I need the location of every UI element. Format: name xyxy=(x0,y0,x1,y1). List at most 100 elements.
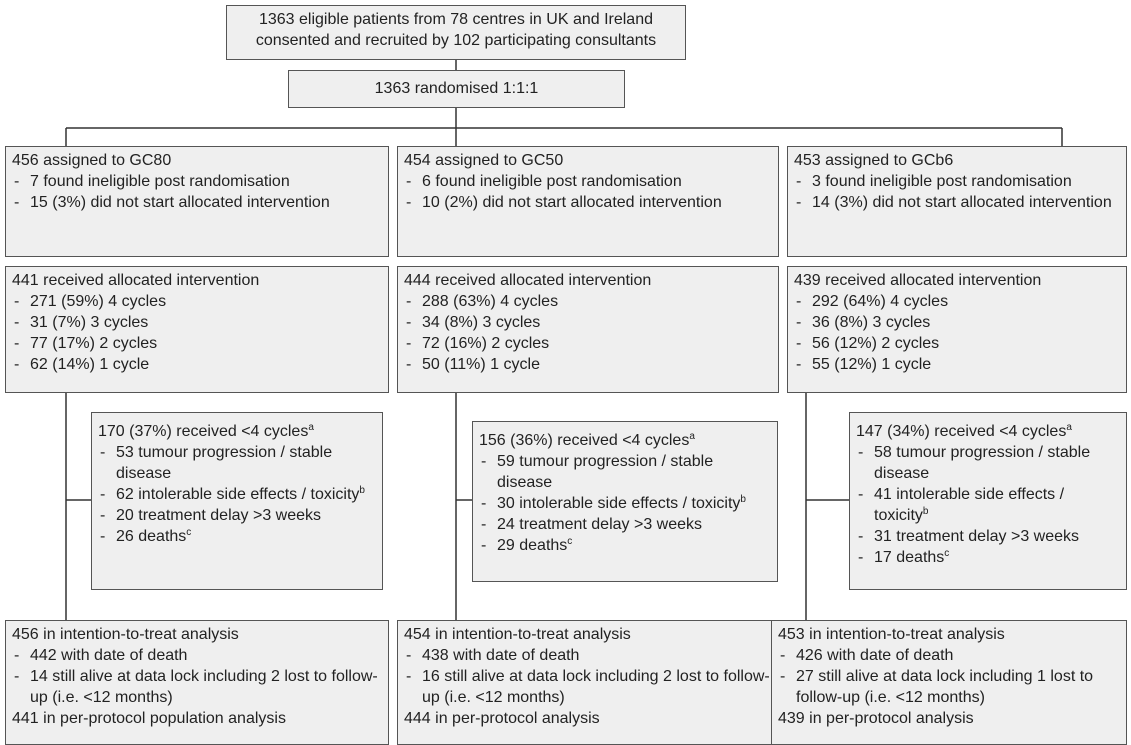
item-list: 6 found ineligible post randomisation10 … xyxy=(404,171,772,213)
item-text: 30 intolerable side effects / toxicity xyxy=(497,495,741,512)
item-list: 7 found ineligible post randomisation15 … xyxy=(12,171,382,213)
box-line: 1363 eligible patients from 78 centres i… xyxy=(258,11,653,28)
footnote-mark: b xyxy=(740,494,746,505)
item-list: 426 with date of death27 still alive at … xyxy=(778,645,1120,708)
reasons-box: 170 (37%) received <4 cyclesa53 tumour p… xyxy=(91,412,383,590)
title-text: 170 (37%) received <4 cycles xyxy=(98,423,309,440)
list-item: 20 treatment delay >3 weeks xyxy=(98,505,376,526)
footnote-mark: a xyxy=(308,422,314,433)
received-box: 439 received allocated intervention 292 (… xyxy=(787,266,1127,393)
list-item: 26 deathsc xyxy=(98,526,376,547)
box-title: 156 (36%) received <4 cyclesa xyxy=(479,430,771,451)
list-item: 292 (64%) 4 cycles xyxy=(794,291,1120,312)
item-list: 58 tumour progression / stable disease41… xyxy=(856,442,1120,568)
list-item: 53 tumour progression / stable disease xyxy=(98,442,376,484)
item-list: 53 tumour progression / stable disease62… xyxy=(98,442,376,547)
list-item: 34 (8%) 3 cycles xyxy=(404,312,772,333)
reasons-box: 147 (34%) received <4 cyclesa58 tumour p… xyxy=(849,412,1127,590)
box-footer: 444 in per-protocol analysis xyxy=(404,710,600,727)
item-list: 288 (63%) 4 cycles34 (8%) 3 cycles72 (16… xyxy=(404,291,772,375)
footnote-mark: b xyxy=(922,506,929,517)
list-item: 50 (11%) 1 cycle xyxy=(404,354,772,375)
list-item: 29 deathsc xyxy=(479,535,771,556)
analysis-box: 454 in intention-to-treat analysis 438 wi… xyxy=(397,620,779,745)
list-item: 442 with date of death xyxy=(12,645,382,666)
box-footer: 441 in per-protocol population analysis xyxy=(12,710,286,727)
list-item: 62 (14%) 1 cycle xyxy=(12,354,382,375)
item-list: 59 tumour progression / stable disease 30… xyxy=(479,451,771,556)
box-title: 441 received allocated intervention xyxy=(12,272,260,289)
list-item: 17 deathsc xyxy=(856,547,1120,568)
list-item: 288 (63%) 4 cycles xyxy=(404,291,772,312)
item-text: 53 tumour progression / stable disease xyxy=(116,444,333,482)
item-text: 29 deaths xyxy=(497,537,568,554)
item-text: 24 treatment delay >3 weeks xyxy=(497,516,703,533)
item-text: 26 deaths xyxy=(116,528,187,545)
list-item: 59 tumour progression / stable disease xyxy=(479,451,771,493)
list-item: 55 (12%) 1 cycle xyxy=(794,354,1120,375)
list-item: 41 intolerable side effects / toxicityb xyxy=(856,484,1120,526)
list-item: 10 (2%) did not start allocated interven… xyxy=(404,192,772,213)
list-item: 36 (8%) 3 cycles xyxy=(794,312,1120,333)
list-item: 6 found ineligible post randomisation xyxy=(404,171,772,192)
list-item: 271 (59%) 4 cycles xyxy=(12,291,382,312)
list-item: 426 with date of death xyxy=(778,645,1120,666)
item-text: 62 intolerable side effects / toxicity xyxy=(116,486,360,503)
list-item: 77 (17%) 2 cycles xyxy=(12,333,382,354)
box-title: 453 assigned to GCb6 xyxy=(794,152,954,169)
item-text: 31 treatment delay >3 weeks xyxy=(874,528,1080,545)
assigned-box: 456 assigned to GC80 7 found ineligible p… xyxy=(5,146,389,257)
list-item: 16 still alive at data lock including 2 … xyxy=(404,666,772,708)
analysis-box: 453 in intention-to-treat analysis 426 wi… xyxy=(771,620,1127,745)
box-title: 456 assigned to GC80 xyxy=(12,152,172,169)
title-text: 147 (34%) received <4 cycles xyxy=(856,423,1067,440)
item-text: 59 tumour progression / stable disease xyxy=(497,453,714,491)
list-item: 27 still alive at data lock including 1 … xyxy=(778,666,1120,708)
list-item: 24 treatment delay >3 weeks xyxy=(479,514,771,535)
list-item: 62 intolerable side effects / toxicityb xyxy=(98,484,376,505)
received-box: 444 received allocated intervention 288 (… xyxy=(397,266,779,393)
footnote-mark: a xyxy=(689,431,695,442)
box-title: 444 received allocated intervention xyxy=(404,272,652,289)
list-item: 7 found ineligible post randomisation xyxy=(12,171,382,192)
list-item: 3 found ineligible post randomisation xyxy=(794,171,1120,192)
item-list: 271 (59%) 4 cycles31 (7%) 3 cycles77 (17… xyxy=(12,291,382,375)
box-title: 456 in intention-to-treat analysis xyxy=(12,626,239,643)
list-item: 31 treatment delay >3 weeks xyxy=(856,526,1120,547)
box-title: 439 received allocated intervention xyxy=(794,272,1042,289)
list-item: 31 (7%) 3 cycles xyxy=(12,312,382,333)
item-list: 442 with date of death14 still alive at … xyxy=(12,645,382,708)
box-title: 454 assigned to GC50 xyxy=(404,152,564,169)
box-title: 454 in intention-to-treat analysis xyxy=(404,626,631,643)
item-list: 292 (64%) 4 cycles36 (8%) 3 cycles56 (12… xyxy=(794,291,1120,375)
item-text: 41 intolerable side effects / toxicity xyxy=(874,486,1065,524)
list-item: 14 still alive at data lock including 2 … xyxy=(12,666,382,708)
received-box: 441 received allocated intervention 271 (… xyxy=(5,266,389,393)
footnote-mark: c xyxy=(944,548,950,559)
box-line: consented and recruited by 102 participa… xyxy=(255,32,657,49)
list-item: 14 (3%) did not start allocated interven… xyxy=(794,192,1120,213)
list-item: 15 (3%) did not start allocated interven… xyxy=(12,192,382,213)
item-list: 3 found ineligible post randomisation14 … xyxy=(794,171,1120,213)
footnote-mark: c xyxy=(186,527,192,538)
item-text: 20 treatment delay >3 weeks xyxy=(116,507,322,524)
eligible-box: 1363 eligible patients from 78 centres i… xyxy=(226,5,686,60)
list-item: 58 tumour progression / stable disease xyxy=(856,442,1120,484)
item-list: 438 with date of death16 still alive at … xyxy=(404,645,772,708)
reasons-box: 156 (36%) received <4 cyclesa59 tumour p… xyxy=(472,421,778,582)
box-title: 453 in intention-to-treat analysis xyxy=(778,626,1005,643)
randomised-box: 1363 randomised 1:1:1 xyxy=(288,70,625,108)
title-text: 156 (36%) received <4 cycles xyxy=(479,432,690,449)
assigned-box: 453 assigned to GCb6 3 found ineligible p… xyxy=(787,146,1127,257)
box-title: 170 (37%) received <4 cyclesa xyxy=(98,421,376,442)
footnote-mark: b xyxy=(359,485,365,496)
footnote-mark: a xyxy=(1066,422,1072,433)
box-title: 147 (34%) received <4 cyclesa xyxy=(856,421,1120,442)
list-item: 438 with date of death xyxy=(404,645,772,666)
item-text: 17 deaths xyxy=(874,549,945,566)
assigned-box: 454 assigned to GC50 6 found ineligible p… xyxy=(397,146,779,257)
item-text: 58 tumour progression / stable disease xyxy=(874,444,1091,482)
box-footer: 439 in per-protocol analysis xyxy=(778,710,974,727)
list-item: 56 (12%) 2 cycles xyxy=(794,333,1120,354)
